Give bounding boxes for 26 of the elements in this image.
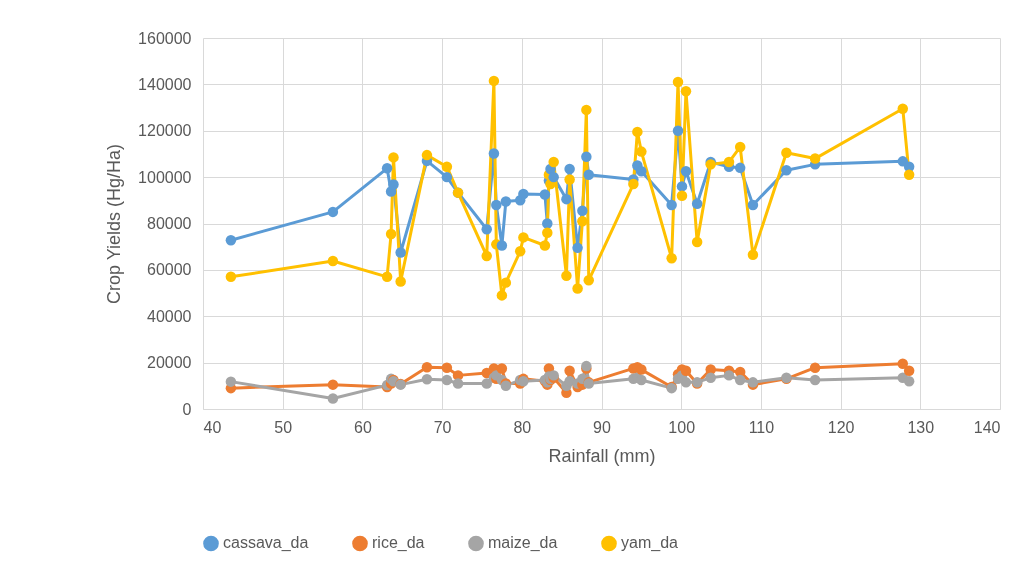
x-tick-label: 80 <box>513 418 532 436</box>
x-tick-label: 70 <box>433 418 452 436</box>
legend-label: yam_da <box>621 534 679 553</box>
y-tick-label: 40000 <box>147 307 192 325</box>
x-axis-title: Rainfall (mm) <box>548 445 656 466</box>
y-tick-label: 20000 <box>147 354 192 372</box>
legend-label: rice_da <box>372 534 425 553</box>
y-tick-label: 60000 <box>147 261 192 279</box>
y-tick-label: 80000 <box>147 215 192 232</box>
x-tick-label: 40 <box>203 418 222 436</box>
y-axis-title: Crop Yields (Hg/Ha) <box>104 143 125 305</box>
x-tick-label: 50 <box>274 418 293 436</box>
y-tick-label: 120000 <box>138 122 192 140</box>
x-tick-label: 100 <box>668 418 696 436</box>
x-tick-label: 120 <box>827 418 855 436</box>
y-tick-label: 140000 <box>138 75 192 93</box>
x-tick-label: 140 <box>973 418 1001 436</box>
y-tick-label: 160000 <box>138 29 192 47</box>
x-tick-label: 110 <box>748 418 775 436</box>
y-tick-label: 0 <box>182 400 192 418</box>
y-tick-label: 100000 <box>138 168 192 186</box>
legend-label: maize_da <box>488 534 558 553</box>
x-tick-label: 130 <box>907 418 935 436</box>
x-tick-label: 90 <box>593 418 611 436</box>
x-tick-label: 60 <box>354 418 372 436</box>
legend-label: cassava_da <box>223 534 309 553</box>
